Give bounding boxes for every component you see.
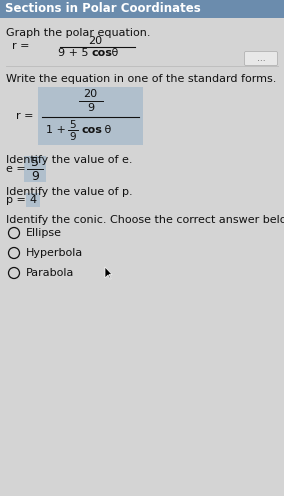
Text: 9 + 5: 9 + 5 — [58, 48, 92, 58]
Text: Hyperbola: Hyperbola — [26, 248, 83, 258]
Text: Graph the polar equation.: Graph the polar equation. — [6, 28, 151, 38]
Text: r =: r = — [16, 111, 34, 121]
Text: 5: 5 — [31, 157, 39, 170]
Text: θ: θ — [108, 48, 118, 58]
Text: cos: cos — [82, 125, 103, 135]
Text: 5: 5 — [70, 120, 76, 130]
Text: 20: 20 — [88, 36, 102, 46]
Text: 4: 4 — [30, 195, 37, 205]
Text: Write the equation in one of the standard forms.: Write the equation in one of the standar… — [6, 74, 276, 84]
FancyBboxPatch shape — [26, 193, 40, 207]
Text: r =: r = — [12, 41, 30, 51]
Text: cos: cos — [92, 48, 113, 58]
Text: θ: θ — [101, 125, 111, 135]
Text: Parabola: Parabola — [26, 268, 74, 278]
FancyBboxPatch shape — [0, 0, 284, 18]
Text: Ellipse: Ellipse — [26, 228, 62, 238]
Text: 1 +: 1 + — [46, 125, 66, 135]
Text: 9: 9 — [87, 103, 94, 113]
Text: p =: p = — [6, 195, 26, 205]
Text: 9: 9 — [70, 132, 76, 142]
Polygon shape — [105, 267, 112, 279]
FancyBboxPatch shape — [245, 52, 277, 65]
Text: Identify the value of e.: Identify the value of e. — [6, 155, 133, 165]
FancyBboxPatch shape — [38, 87, 143, 145]
FancyBboxPatch shape — [24, 156, 46, 182]
Text: Identify the value of p.: Identify the value of p. — [6, 187, 133, 197]
Text: e =: e = — [6, 164, 26, 174]
Text: 20: 20 — [83, 89, 98, 99]
Text: ...: ... — [257, 54, 265, 63]
Text: Sections in Polar Coordinates: Sections in Polar Coordinates — [5, 2, 201, 15]
Text: Identify the conic. Choose the correct answer below.: Identify the conic. Choose the correct a… — [6, 215, 284, 225]
Text: 9: 9 — [31, 170, 39, 183]
